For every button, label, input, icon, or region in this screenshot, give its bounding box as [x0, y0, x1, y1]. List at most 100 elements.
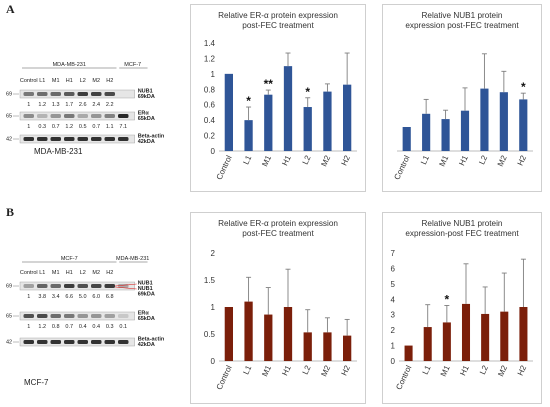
- blot-strip: [19, 111, 135, 121]
- blot-band: [37, 340, 48, 344]
- y-tick-label: 0.2: [204, 132, 216, 141]
- band-label: Beta-actin: [138, 337, 164, 343]
- densitometry-value: 0.7: [65, 324, 73, 330]
- densitometry-value: 6.0: [92, 294, 100, 300]
- band-label: 65kDA: [138, 116, 155, 122]
- blot-band: [118, 114, 129, 118]
- bar-m2: [499, 92, 508, 151]
- blot-band: [64, 92, 75, 96]
- chart-er-alpha-b: Relative ER-α protein expression post-FEC…: [190, 212, 366, 404]
- x-tick-label: L2: [478, 364, 490, 376]
- blot-group-label: MDA-MB-231: [53, 62, 86, 68]
- bar-m1: [441, 119, 450, 151]
- x-tick-label: H2: [339, 154, 352, 168]
- bar-m2: [323, 332, 332, 361]
- densitometry-value: 0.5: [79, 124, 87, 130]
- bar-h1: [283, 307, 293, 361]
- band-label: NUB1: [138, 89, 153, 95]
- x-tick-label: M2: [496, 364, 509, 378]
- molecular-weight-marker: 65: [6, 314, 12, 320]
- x-tick-label: Control: [394, 364, 413, 391]
- x-tick-label: H1: [280, 364, 293, 378]
- densitometry-value: 1.1: [106, 124, 114, 130]
- x-tick-label: Control: [215, 154, 234, 181]
- blot-strip: [19, 311, 135, 321]
- x-tick-label: Control: [392, 154, 411, 181]
- densitometry-value: 1: [27, 294, 30, 300]
- chart-er-alpha-a-plot: Relative ER-α protein expressionpost-FEC…: [204, 11, 357, 181]
- blot-band: [91, 314, 102, 318]
- chart-er-alpha-b-plot: Relative ER-α protein expressionpost-FEC…: [204, 219, 357, 391]
- chart-title-line: Relative ER-α protein expression: [218, 11, 338, 20]
- x-tick-label: H1: [458, 364, 471, 378]
- lane-label: L2: [80, 78, 86, 84]
- densitometry-value: 1: [27, 102, 30, 108]
- blot-band: [64, 114, 75, 118]
- blot-band: [37, 114, 48, 118]
- bar-l1: [244, 120, 253, 151]
- densitometry-value: 1.3: [52, 102, 60, 108]
- band-label: 42kDA: [138, 342, 155, 348]
- molecular-weight-marker: 42: [6, 137, 12, 143]
- chart-title-line: expression-post FEC treatment: [405, 229, 519, 238]
- blot-band: [23, 340, 34, 344]
- chart-nub1-b: Relative NUB1 protein expression-post FEC…: [382, 212, 542, 404]
- densitometry-value: 0.8: [52, 324, 60, 330]
- blot-band: [50, 114, 61, 118]
- bar-h1: [461, 303, 471, 361]
- blot-band: [104, 114, 115, 118]
- significance-marker: *: [246, 94, 251, 108]
- bar-l2: [480, 88, 489, 151]
- blot-group-label: MDA-MB-231: [116, 256, 149, 262]
- blot-group-label: MCF-7: [61, 256, 78, 262]
- blot-band: [23, 284, 34, 288]
- lane-label: Control: [20, 270, 38, 276]
- blot-band: [77, 92, 88, 96]
- x-tick-label: L2: [301, 364, 313, 376]
- lane-label: H1: [66, 78, 73, 84]
- bar-m1: [264, 314, 273, 361]
- chart-title-line: Relative ER-α protein expression: [218, 219, 338, 228]
- blot-band: [104, 92, 115, 96]
- band-label: ERα: [138, 311, 150, 317]
- bar-m2: [323, 91, 332, 151]
- blot-band: [77, 284, 88, 288]
- blot-band: [77, 314, 88, 318]
- x-tick-label: H2: [516, 154, 529, 168]
- chart-title-line: Relative NUB1 protein: [421, 11, 502, 20]
- densitometry-value: 2.2: [106, 102, 114, 108]
- blot-strip: [19, 281, 135, 291]
- blot-band: [37, 92, 48, 96]
- panel-letter-b: B: [6, 205, 15, 219]
- blot-band: [37, 314, 48, 318]
- blot-band: [37, 284, 48, 288]
- band-label: 69kDA: [138, 94, 155, 100]
- bar-h2: [343, 335, 352, 361]
- blot-band: [50, 137, 61, 141]
- bar-m2: [500, 311, 509, 361]
- x-tick-label: M1: [438, 154, 451, 168]
- blot-band: [64, 314, 75, 318]
- lane-label: M2: [92, 270, 100, 276]
- blot-band: [91, 340, 102, 344]
- densitometry-value: 0.7: [92, 124, 100, 130]
- y-tick-label: 2: [211, 249, 216, 258]
- chart-title-line: Relative NUB1 protein: [421, 219, 502, 228]
- blot-band: [104, 340, 115, 344]
- blot-group-label: MCF-7: [124, 62, 141, 68]
- y-tick-label: 1: [211, 303, 216, 312]
- blot-strip: [19, 337, 135, 347]
- blot-band: [104, 284, 115, 288]
- blot-band: [91, 114, 102, 118]
- lane-label: H2: [106, 78, 113, 84]
- densitometry-value: 1.7: [65, 102, 73, 108]
- y-tick-label: 0.5: [204, 330, 216, 339]
- bar-m1: [264, 94, 273, 151]
- blot-band: [64, 284, 75, 288]
- blot-band: [50, 92, 61, 96]
- significance-marker: *: [445, 292, 450, 306]
- densitometry-value: 6.8: [106, 294, 114, 300]
- lane-label: L1: [39, 78, 45, 84]
- molecular-weight-marker: 69: [6, 284, 12, 290]
